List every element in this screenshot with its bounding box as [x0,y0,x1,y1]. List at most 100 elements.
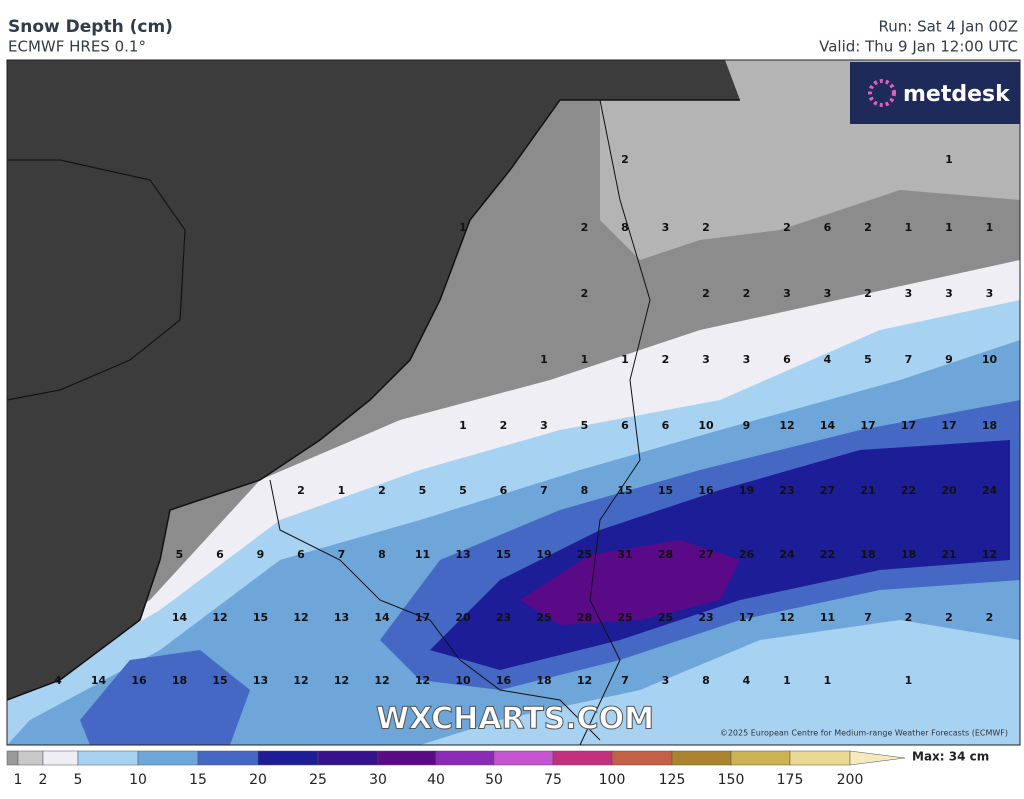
map-value: 18 [982,419,997,432]
colorbar-label: 150 [718,772,745,788]
map-value: 12 [982,548,997,561]
map-value: 2 [662,353,670,366]
model: ECMWF HRES 0.1° [8,38,146,56]
run: Run: Sat 4 Jan 00Z [878,18,1018,36]
colorbar-label: 50 [485,772,503,788]
map-value: 23 [496,611,511,624]
colorbar-label: 100 [599,772,626,788]
map-value: 1 [945,221,953,234]
watermark: WXCHARTS.COM [376,702,654,737]
map-value: 1 [459,419,467,432]
map-value: 15 [617,484,632,497]
map-value: 6 [783,353,791,366]
map-value: 1 [905,221,913,234]
map-value: 3 [783,287,791,300]
map-value: 2 [945,611,953,624]
map-value: 2 [297,484,305,497]
colorbar-swatch [317,750,379,766]
map-value: 12 [577,674,592,687]
map-value: 1 [540,353,548,366]
map-value: 18 [172,674,187,687]
title: Snow Depth (cm) [8,17,173,37]
map-value: 10 [982,353,998,366]
colorbar-label: 5 [74,772,83,788]
map-value: 12 [374,674,389,687]
map-value: 22 [820,548,835,561]
map-value: 14 [91,674,107,687]
logo-icon [868,79,896,107]
map-value: 2 [621,153,629,166]
map-value: 14 [374,611,390,624]
colorbar-swatch [77,750,139,766]
logo: metdesk [903,82,1011,107]
map-value: 27 [820,484,835,497]
map-value: 6 [621,419,629,432]
map-value: 9 [945,353,953,366]
map-value: 15 [658,484,673,497]
map-value: 2 [500,419,508,432]
colorbar-swatch [17,750,44,766]
map-value: 23 [698,611,713,624]
map-value: 1 [945,153,953,166]
map-value: 10 [455,674,471,687]
map-value: 21 [860,484,875,497]
map-value: 7 [905,353,913,366]
border [579,99,651,745]
map-value: 18 [901,548,916,561]
colorbar-label: 30 [369,772,387,788]
map-value: 8 [702,674,710,687]
map-value: 6 [297,548,305,561]
map-value: 9 [257,548,265,561]
map-value: 4 [54,674,62,687]
map-value: 25 [617,611,632,624]
map-value: 3 [945,287,953,300]
map-value: 17 [860,419,875,432]
colorbar-label: 1 [14,772,23,788]
map-value: 19 [536,548,551,561]
band-purple [520,540,740,625]
map-value: 2 [986,611,994,624]
map-value: 12 [334,674,349,687]
map-value: 15 [253,611,268,624]
map-value: 3 [540,419,548,432]
map-value: 7 [540,484,548,497]
map-value: 12 [212,611,227,624]
map-value: 16 [698,484,714,497]
map-value: 1 [824,674,832,687]
map-value: 12 [293,674,308,687]
map-value: 5 [459,484,467,497]
map-value: 14 [820,419,836,432]
map-value: 12 [415,674,430,687]
credit: ©2025 European Centre for Medium-range W… [720,729,1008,738]
map-value: 2 [581,287,589,300]
band-west [80,650,250,745]
colorbar-label: 40 [427,772,445,788]
map-value: 8 [621,221,629,234]
map-value: 5 [581,419,589,432]
map-value: 31 [617,548,632,561]
map-value: 20 [941,484,957,497]
map-value: 28 [577,611,592,624]
colorbar-label: 20 [249,772,267,788]
colorbar-swatch [435,750,495,766]
map-value: 3 [662,674,670,687]
map-value: 28 [658,548,673,561]
map-value: 13 [253,674,268,687]
map-value: 1 [621,353,629,366]
map-value: 24 [779,548,795,561]
map-value: 12 [779,611,794,624]
map-value: 15 [212,674,227,687]
map-value: 2 [378,484,386,497]
map-value: 14 [172,611,188,624]
colorbar-label: 15 [189,772,207,788]
map-value: 2 [864,221,872,234]
map-value: 11 [415,548,430,561]
map-value: 25 [536,611,551,624]
colorbar-swatch [137,750,199,766]
map-value: 23 [779,484,794,497]
map-value: 6 [662,419,670,432]
colorbar-swatch [197,750,259,766]
map-value: 22 [901,484,916,497]
